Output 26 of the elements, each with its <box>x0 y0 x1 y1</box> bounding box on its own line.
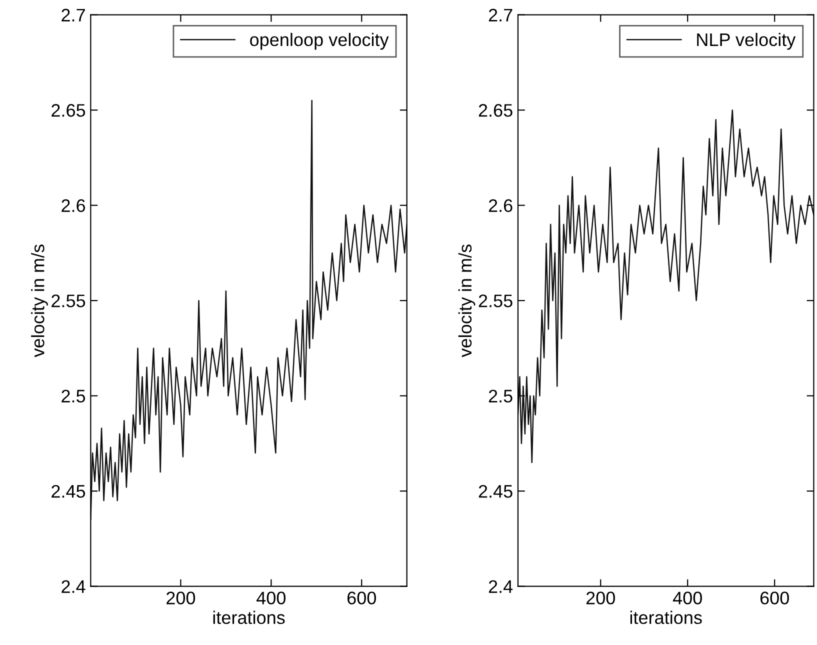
y-tick-label: 2.7 <box>62 8 85 22</box>
legend-label: NLP velocity <box>697 32 796 50</box>
y-axis-title: velocity in m/s <box>458 244 476 358</box>
y-tick-label: 2.5 <box>62 390 86 403</box>
y-tick-label: 2.55 <box>52 294 86 308</box>
x-tick-label: 600 <box>760 592 789 604</box>
y-axis-title: velocity in m/s <box>31 244 48 358</box>
y-tick-label: 2.7 <box>488 8 512 22</box>
y-tick-label: 2.6 <box>488 199 512 212</box>
y-tick-label: 2.6 <box>62 199 86 212</box>
y-tick-label: 2.4 <box>488 580 513 593</box>
x-tick-label: 600 <box>347 592 376 604</box>
legend-label: openloop velocity <box>250 32 389 50</box>
y-tick-label: 2.5 <box>488 390 512 403</box>
x-tick-label: 400 <box>672 592 702 604</box>
x-axis-title: iterations <box>630 610 702 624</box>
x-axis-title: iterations <box>213 610 285 624</box>
y-tick-label: 2.65 <box>52 104 86 117</box>
x-tick-label: 200 <box>586 592 615 604</box>
y-tick-label: 2.65 <box>478 104 512 117</box>
y-tick-label: 2.4 <box>62 580 86 593</box>
y-tick-label: 2.45 <box>478 484 512 498</box>
y-tick-label: 2.55 <box>478 294 512 308</box>
x-tick-label: 200 <box>166 592 196 604</box>
x-tick-label: 400 <box>256 592 286 604</box>
y-tick-label: 2.45 <box>52 484 86 498</box>
